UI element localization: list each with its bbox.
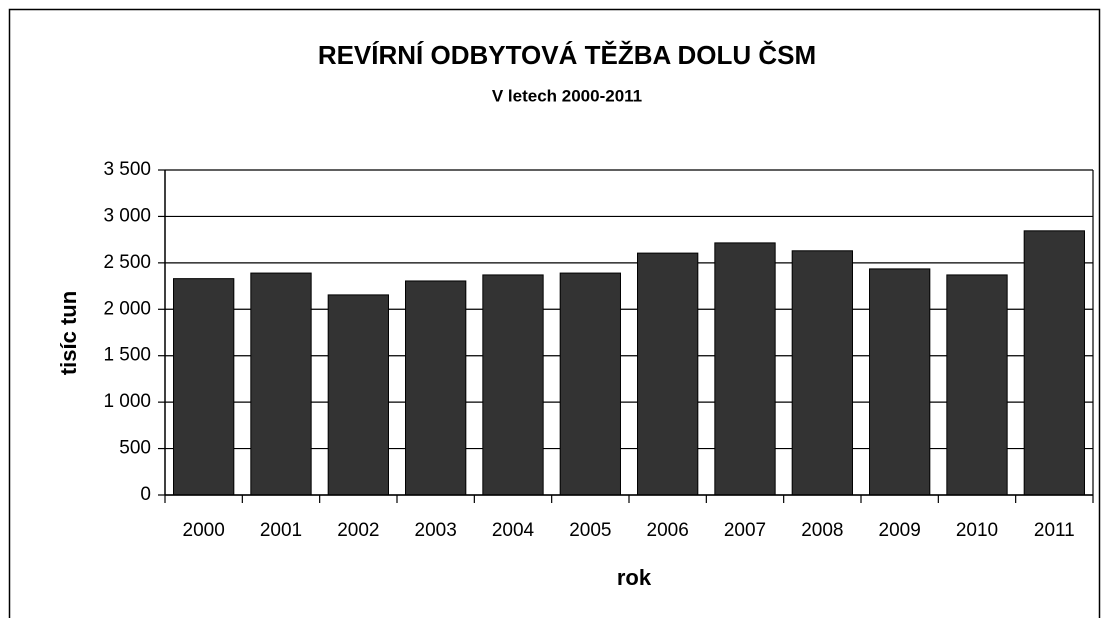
- y-tick-label: 2 000: [103, 298, 151, 319]
- bar: [1023, 230, 1085, 496]
- x-tick-label: 2011: [1034, 520, 1075, 541]
- x-tick-label: 2008: [801, 520, 843, 541]
- x-tick-label: 2006: [647, 520, 689, 541]
- bar: [250, 272, 312, 496]
- x-tick-label: 2003: [415, 520, 457, 541]
- bar: [869, 268, 931, 496]
- y-tick-label: 2 500: [103, 252, 151, 273]
- x-axis-label: rok: [617, 565, 652, 590]
- x-tick-label: 2002: [337, 520, 379, 541]
- bar: [482, 274, 544, 496]
- y-tick-label: 3 000: [103, 205, 151, 226]
- bar: [714, 242, 776, 496]
- x-tick-label: 2009: [879, 520, 921, 541]
- chart-title: REVÍRNÍ ODBYTOVÁ TĚŽBA DOLU ČSM: [318, 40, 816, 70]
- x-tick-label: 2004: [492, 520, 535, 541]
- bar: [946, 274, 1008, 496]
- y-tick-label: 1 500: [103, 345, 151, 366]
- chart-subtitle: V letech 2000-2011: [492, 86, 642, 105]
- x-tick-label: 2001: [260, 520, 302, 541]
- bar: [637, 252, 699, 496]
- y-tick-label: 0: [140, 484, 151, 505]
- x-tick-label: 2010: [956, 520, 998, 541]
- y-tick-label: 500: [119, 438, 151, 459]
- bar: [327, 294, 389, 496]
- bar: [173, 278, 235, 496]
- x-tick-label: 2000: [183, 520, 225, 541]
- y-tick-label: 1 000: [103, 391, 151, 412]
- bar: [791, 250, 853, 496]
- x-tick-label: 2005: [569, 520, 611, 541]
- y-tick-label: 3 500: [103, 159, 151, 180]
- bar: [405, 280, 467, 496]
- chart-border: [8, 8, 1101, 618]
- bar: [559, 272, 621, 496]
- x-tick-label: 2007: [724, 520, 766, 541]
- y-axis-label: tisíc tun: [56, 291, 81, 375]
